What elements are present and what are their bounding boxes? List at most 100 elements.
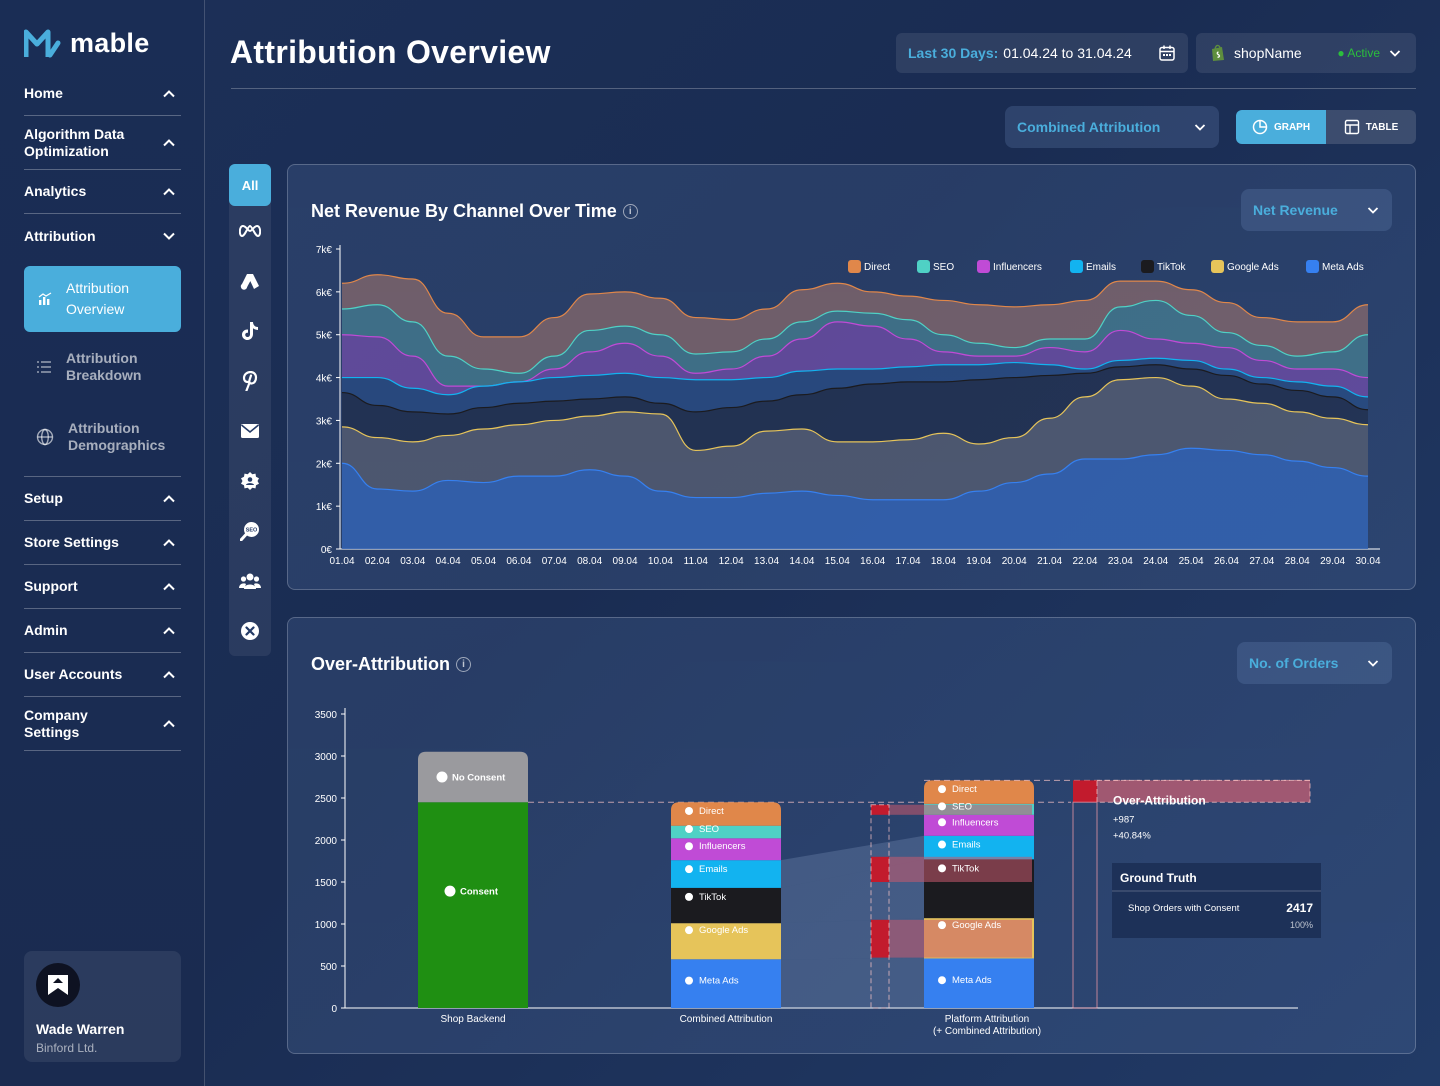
calendar-icon bbox=[1159, 45, 1175, 61]
x-tick-label: 27.04 bbox=[1249, 556, 1274, 567]
sidebar-item-label: Attribution Demographics bbox=[68, 420, 166, 453]
date-range-value: 01.04.24 to 31.04.24 bbox=[1003, 45, 1132, 61]
segment-label: TikTok bbox=[952, 863, 979, 874]
ground-truth-title: Ground Truth bbox=[1120, 871, 1197, 885]
channel-filter-no-consent[interactable] bbox=[229, 606, 271, 656]
over-attribution-pct: +40.84% bbox=[1113, 830, 1151, 841]
segment-label: Emails bbox=[699, 864, 728, 875]
chevron-up-icon bbox=[163, 538, 175, 546]
platform-segment-emails bbox=[924, 835, 1034, 860]
sidebar-item-label: Attribution Overview bbox=[66, 280, 130, 317]
over-attribution-outline bbox=[1072, 801, 1098, 1009]
bar-segment-no-consent bbox=[418, 751, 528, 803]
sidebar-item-attribution-breakdown[interactable]: Attribution Breakdown bbox=[24, 332, 181, 402]
table-view-button[interactable]: TABLE bbox=[1326, 110, 1416, 144]
mable-logo-icon bbox=[24, 29, 61, 57]
segment-label: TikTok bbox=[699, 892, 726, 903]
x-tick-label: 07.04 bbox=[542, 556, 567, 567]
nav-label: User Accounts bbox=[24, 666, 123, 682]
nav-item-home[interactable]: Home bbox=[24, 72, 181, 116]
channel-filter-pinterest[interactable] bbox=[229, 356, 271, 406]
brand-logo[interactable]: mable bbox=[24, 28, 150, 59]
channel-filter-meta[interactable] bbox=[229, 206, 271, 256]
series-line-direct bbox=[341, 274, 1369, 338]
nav-item-algorithm[interactable]: Algorithm Data Optimization bbox=[24, 116, 181, 170]
legend-swatch bbox=[1141, 260, 1154, 273]
y-tick-label: 1000 bbox=[315, 920, 338, 931]
seo-icon: SEO bbox=[240, 522, 259, 541]
channel-filter-influencers[interactable] bbox=[229, 456, 271, 506]
nav-item-admin[interactable]: Admin bbox=[24, 609, 181, 653]
y-tick-label: 3500 bbox=[315, 710, 338, 721]
info-icon[interactable]: i bbox=[622, 204, 638, 219]
x-tick-label: 08.04 bbox=[577, 556, 602, 567]
nav-item-attribution[interactable]: Attribution bbox=[24, 214, 181, 258]
nav-label: Setup bbox=[24, 490, 63, 506]
series-line-seo bbox=[341, 299, 1369, 374]
list-icon bbox=[37, 361, 51, 373]
over-overlay bbox=[889, 856, 1032, 882]
pinterest-icon bbox=[242, 371, 258, 391]
category-label: Platform Attribution bbox=[945, 1014, 1029, 1025]
nav-item-store-settings[interactable]: Store Settings bbox=[24, 521, 181, 565]
over-attribution-bar-chart: 0 500 1000 1500 2000 2500 3000 3500 No Consent Co… bbox=[315, 708, 1321, 1037]
shop-selector[interactable]: shopName ● Active bbox=[1196, 33, 1416, 73]
nav-label: Attribution bbox=[24, 227, 96, 244]
channel-filter-tiktok[interactable] bbox=[229, 306, 271, 356]
x-tick-label: 09.04 bbox=[613, 556, 638, 567]
info-icon[interactable]: i bbox=[456, 657, 471, 672]
channel-filter-all[interactable]: All bbox=[229, 164, 271, 206]
revenue-metric-select[interactable]: Net Revenue bbox=[1241, 189, 1392, 231]
chevron-up-icon bbox=[163, 670, 175, 678]
nav-item-support[interactable]: Support bbox=[24, 565, 181, 609]
graph-view-button[interactable]: GRAPH bbox=[1236, 110, 1326, 144]
consent-icon bbox=[444, 885, 456, 897]
brand-name: mable bbox=[70, 28, 150, 58]
pie-chart-icon bbox=[1252, 119, 1268, 135]
legend-swatch bbox=[1070, 260, 1083, 273]
sidebar-item-attribution-overview[interactable]: Attribution Overview bbox=[24, 266, 181, 332]
revenue-metric-value: Net Revenue bbox=[1253, 202, 1338, 218]
sidebar-item-attribution-demographics[interactable]: Attribution Demographics bbox=[24, 402, 181, 472]
over-segment bbox=[871, 804, 889, 815]
segment-icon bbox=[685, 892, 693, 901]
y-tick-label: 0 bbox=[331, 1004, 337, 1015]
segment-icon bbox=[938, 840, 946, 849]
channel-filter-email[interactable] bbox=[229, 406, 271, 456]
flow-ribbon bbox=[781, 958, 924, 1008]
combined-segment-influencers bbox=[671, 838, 781, 861]
segment-icon bbox=[685, 976, 693, 985]
y-tick-label: 3k€ bbox=[316, 416, 333, 427]
ground-truth-pct: 100% bbox=[1290, 920, 1313, 930]
nav-group-attribution: Attribution Attribution Overview Attribu… bbox=[24, 214, 181, 477]
x-tick-label: 16.04 bbox=[860, 556, 885, 567]
chevron-up-icon bbox=[163, 719, 175, 727]
series-line-google-ads bbox=[341, 376, 1369, 452]
view-toggle: GRAPH TABLE bbox=[1236, 110, 1416, 144]
attribution-model-select[interactable]: Combined Attribution bbox=[1005, 106, 1219, 148]
area-series-meta-ads bbox=[342, 448, 1368, 549]
combined-segment-seo bbox=[671, 825, 781, 839]
user-card[interactable]: Wade Warren Binford Ltd. bbox=[24, 951, 181, 1062]
nav-item-analytics[interactable]: Analytics bbox=[24, 170, 181, 214]
over-dashed-frame bbox=[870, 804, 890, 1009]
nav-item-setup[interactable]: Setup bbox=[24, 477, 181, 521]
chevron-up-icon bbox=[163, 626, 175, 634]
channel-filter-seo[interactable]: SEO bbox=[229, 506, 271, 556]
x-tick-label: 12.04 bbox=[719, 556, 744, 567]
over-segment bbox=[871, 919, 889, 958]
ground-truth-label: Shop Orders with Consent bbox=[1128, 903, 1240, 914]
attribution-model-value: Combined Attribution bbox=[1017, 119, 1161, 135]
orders-metric-select[interactable]: No. of Orders bbox=[1237, 642, 1392, 684]
main-nav: Home Algorithm Data Optimization Analyti… bbox=[24, 72, 181, 751]
channel-filter-google-ads[interactable] bbox=[229, 256, 271, 306]
date-range-picker[interactable]: Last 30 Days: 01.04.24 to 31.04.24 bbox=[896, 33, 1188, 73]
segment-label: Meta Ads bbox=[699, 976, 739, 987]
chevron-up-icon bbox=[163, 582, 175, 590]
nav-item-company-settings[interactable]: Company Settings bbox=[24, 697, 181, 751]
over-attribution-label: Over-Attribution bbox=[1113, 793, 1206, 807]
nav-label: Store Settings bbox=[24, 534, 119, 550]
orders-metric-value: No. of Orders bbox=[1249, 655, 1339, 671]
nav-item-user-accounts[interactable]: User Accounts bbox=[24, 653, 181, 697]
channel-filter-direct[interactable] bbox=[229, 556, 271, 606]
